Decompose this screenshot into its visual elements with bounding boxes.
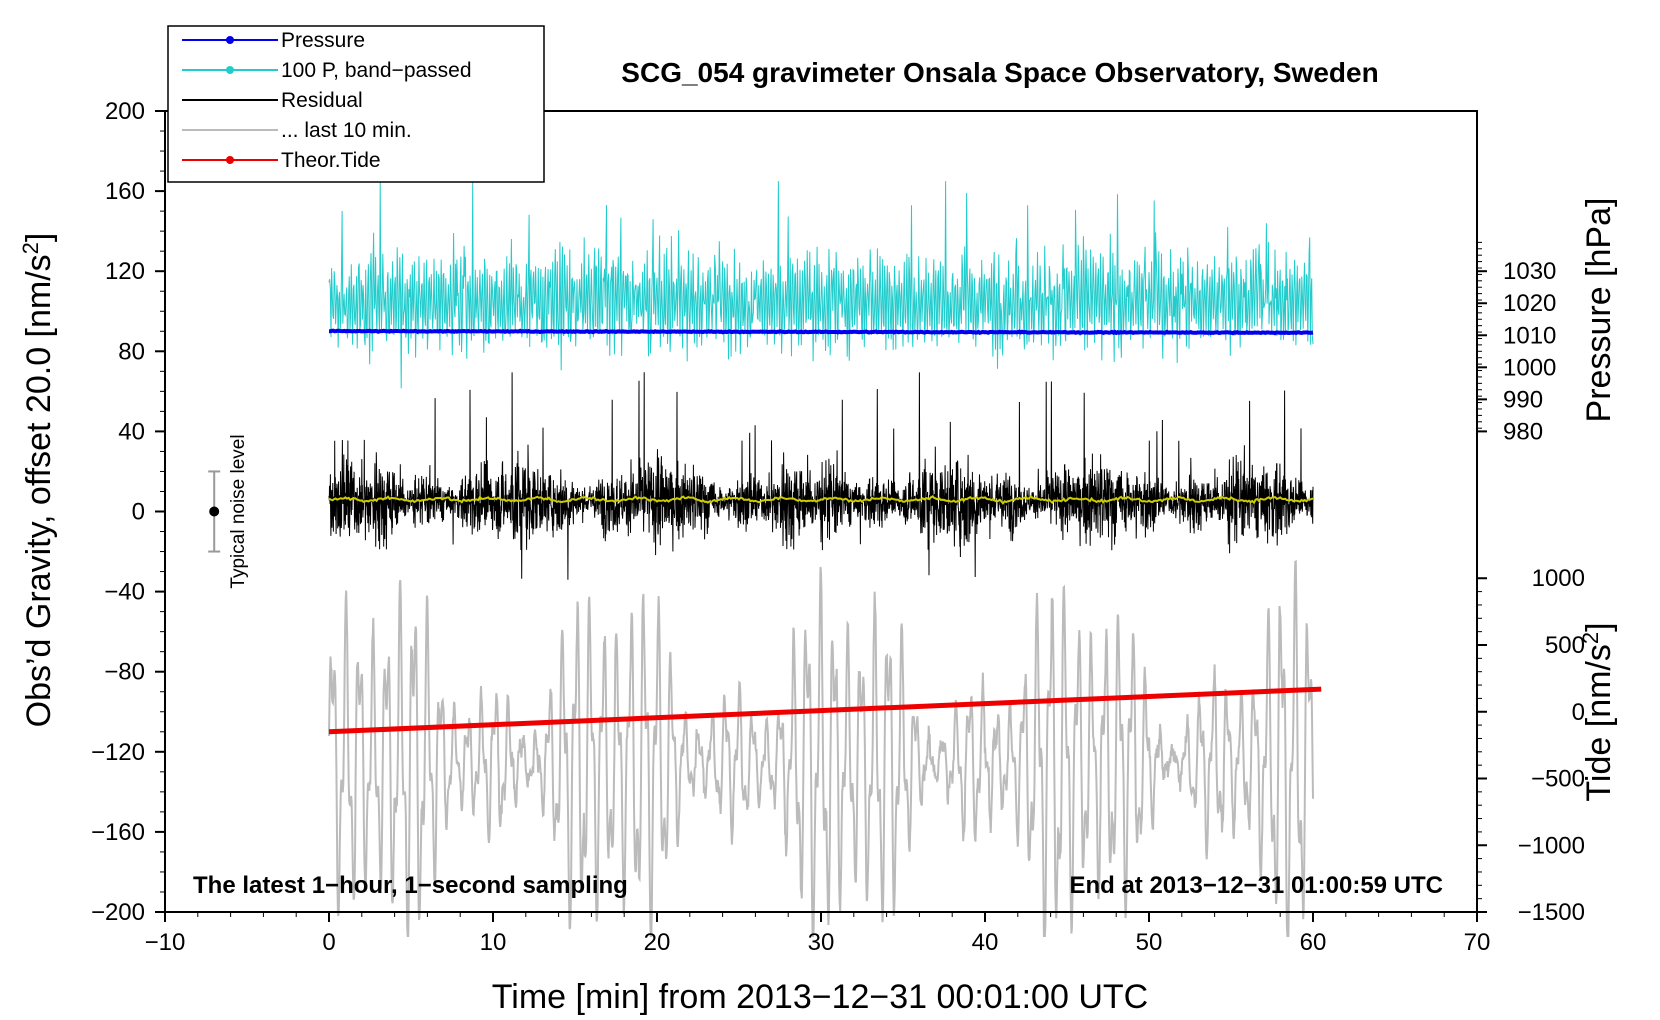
y-axis-left-title: Obs’d Gravity, offset 20.0 [nm/s2] <box>18 233 58 728</box>
tide-tick-label: −500 <box>1531 766 1585 793</box>
series-pressure <box>329 328 1314 336</box>
legend-box <box>167 25 545 183</box>
pressure-axis-title: Pressure [hPa] <box>1580 198 1618 423</box>
legend-marker <box>226 36 234 44</box>
legend-marker <box>226 156 234 164</box>
x-tick-label: 60 <box>1300 929 1327 956</box>
y-tick-label: 80 <box>118 338 145 365</box>
pressure-tick-label: 1000 <box>1503 354 1556 381</box>
tide-tick-label: −1500 <box>1518 899 1585 926</box>
y-tick-label: −80 <box>104 659 145 686</box>
ticks-layer: −10 0 10 20 30 40 50 60 70−200−160−120−80−400408… <box>91 98 1585 956</box>
y-tick-label: 0 <box>132 499 145 526</box>
series-layer <box>328 181 1322 937</box>
tide-tick-label: 500 <box>1545 632 1585 659</box>
x-tick-label: 30 <box>808 929 835 956</box>
y-tick-label: −160 <box>91 819 145 846</box>
tide-tick-label: 0 <box>1572 699 1585 726</box>
series-pressure-band-passed <box>328 181 1314 389</box>
x-tick-label: 40 <box>972 929 999 956</box>
y-tick-label: 120 <box>105 258 145 285</box>
pressure-tick-label: 1030 <box>1503 258 1556 285</box>
legend-label: Pressure <box>281 29 365 52</box>
y-tick-label: −120 <box>91 739 145 766</box>
x-tick-label: 0 <box>322 929 335 956</box>
series-residual <box>328 372 1314 580</box>
legend-label: Residual <box>281 89 363 112</box>
legend-label: Theor.Tide <box>281 149 381 172</box>
series-residual-smoothed <box>328 494 1314 505</box>
x-tick-label: 50 <box>1136 929 1163 956</box>
x-tick-label: −10 <box>145 929 186 956</box>
pressure-tick-label: 980 <box>1503 418 1543 445</box>
tide-axis-title: Tide [nm/s2] <box>1578 622 1618 801</box>
x-tick-label: 10 <box>480 929 507 956</box>
y-axis-left-title-sup: 2 <box>18 242 43 254</box>
legend-label: 100 P, band−passed <box>281 59 472 82</box>
x-tick-label: 70 <box>1464 929 1491 956</box>
tide-axis-title-end: ] <box>1580 622 1618 631</box>
tide-axis-title-main: Tide [nm/s <box>1580 644 1618 801</box>
y-tick-label: 160 <box>105 178 145 205</box>
x-axis-title: Time [min] from 2013−12−31 00:01:00 UTC <box>492 978 1148 1016</box>
legend-label: ... last 10 min. <box>281 119 412 142</box>
pressure-tick-label: 990 <box>1503 386 1543 413</box>
y-tick-label: 40 <box>118 418 145 445</box>
legend-marker <box>226 66 234 74</box>
annotation-sampling: The latest 1−hour, 1−second sampling <box>193 872 628 899</box>
pressure-tick-label: 1010 <box>1503 322 1556 349</box>
legend: Pressure 100 P, band−passed Residual ... la… <box>167 25 545 183</box>
tide-axis-title-sup: 2 <box>1578 632 1603 644</box>
y-tick-label: 200 <box>105 98 145 125</box>
series-last-10-min <box>328 559 1314 937</box>
noise-level-label: Typical noise level <box>228 434 249 588</box>
tide-tick-label: −1000 <box>1518 832 1585 859</box>
y-axis-left-title-main: Obs’d Gravity, offset 20.0 [nm/s <box>20 254 58 727</box>
y-axis-left-title-end: ] <box>20 233 58 242</box>
series-theoretical-tide <box>328 686 1322 735</box>
y-tick-label: −200 <box>91 899 145 926</box>
noise-level-indicator: Typical noise level <box>208 434 249 589</box>
annotation-end-time: End at 2013−12−31 01:00:59 UTC <box>1069 872 1443 899</box>
x-tick-label: 20 <box>644 929 671 956</box>
tide-tick-label: 1000 <box>1532 565 1585 592</box>
noise-level-point <box>209 506 220 517</box>
y-tick-label: −40 <box>104 579 145 606</box>
pressure-tick-label: 1020 <box>1503 290 1556 317</box>
chart-title: SCG_054 gravimeter Onsala Space Observat… <box>621 57 1378 88</box>
